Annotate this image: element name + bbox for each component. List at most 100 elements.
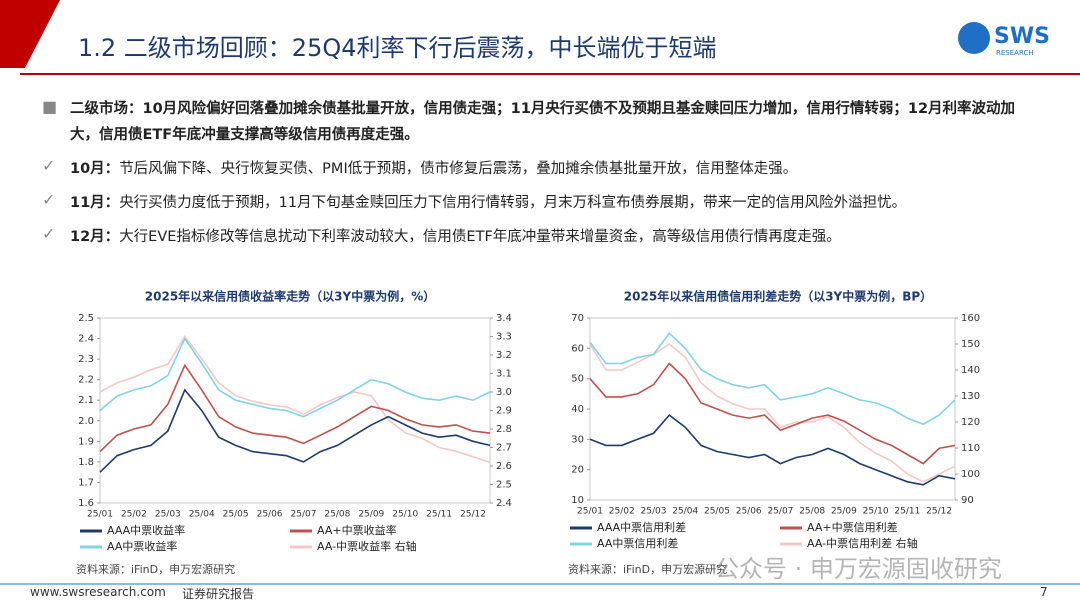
x-tick-label: 25/12 — [926, 507, 952, 517]
y-tick-label: 2.2 — [78, 375, 94, 386]
y-tick-label: 3.2 — [496, 350, 512, 361]
point: 11月：央行买债力度低于预期，11月下旬基金赎回压力下信用行情转弱，月末万科宣布… — [70, 190, 1050, 216]
x-tick-label: 25/04 — [189, 510, 215, 520]
y-tick-label: 150 — [961, 339, 980, 350]
y-tick-label: 90 — [961, 495, 974, 506]
y-tick-label: 140 — [961, 365, 980, 376]
x-tick-label: 25/08 — [799, 507, 825, 517]
x-tick-label: 25/02 — [121, 510, 147, 520]
y-tick-label: 2.0 — [78, 416, 94, 427]
source: 资料来源：iFinD，申万宏源研究 — [568, 563, 728, 576]
y-tick-label: 10 — [571, 495, 584, 506]
x-tick-label: 25/07 — [767, 507, 793, 517]
slide-title: 1.2 二级市场回顾：25Q4利率下行后震荡，中长端优于短端 — [78, 34, 717, 62]
x-tick-label: 25/09 — [831, 507, 857, 517]
x-tick-label: 25/11 — [426, 510, 452, 520]
y-tick-label: 40 — [571, 404, 584, 415]
y-tick-label: 1.8 — [78, 457, 94, 468]
series-line — [589, 343, 956, 483]
y-tick-label: 2.9 — [496, 406, 512, 417]
y-tick-label: 2.5 — [78, 313, 94, 324]
point: 10月：节后风偏下降、央行恢复买债、PMI低于预期，债市修复后震荡，叠加摊余债基… — [70, 156, 1050, 182]
point-text: 节后风偏下降、央行恢复买债、PMI低于预期，债市修复后震荡，叠加摊余债基批量开放… — [119, 161, 798, 177]
footer-label: 证券研究报告 — [182, 587, 255, 601]
check-icon: ✓ — [42, 224, 56, 243]
series-line — [589, 362, 956, 465]
plot-frame — [589, 317, 956, 501]
x-tick-label: 25/10 — [392, 510, 418, 520]
y-tick-label: 2.5 — [496, 480, 512, 491]
x-tick-label: 25/06 — [257, 510, 283, 520]
check-icon: ✓ — [42, 190, 56, 209]
y-tick-label: 2.7 — [496, 443, 512, 454]
y-tick-label: 3.4 — [496, 313, 512, 324]
y-tick-label: 160 — [961, 313, 980, 324]
y-tick-label: 3.3 — [496, 332, 512, 343]
legend-label: AA+中票收益率 — [317, 523, 397, 537]
y-tick-label: 2.3 — [78, 354, 94, 365]
series-line — [589, 331, 956, 426]
y-tick-label: 2.4 — [496, 498, 512, 509]
y-tick-label: 2.8 — [496, 424, 512, 435]
logo: SWS — [994, 24, 1050, 49]
point-text: 央行买债力度低于预期，11月下旬基金赎回压力下信用行情转弱，月末万科宣布债券展期… — [119, 195, 907, 211]
page-number: 7 — [1040, 585, 1048, 599]
source: 资料来源：iFinD，申万宏源研究 — [76, 563, 236, 576]
y-tick-label: 120 — [961, 417, 980, 428]
legend-label: AA中票信用利差 — [597, 536, 678, 550]
x-tick-label: 25/05 — [223, 510, 249, 520]
y-tick-label: 3.0 — [496, 387, 512, 398]
x-tick-label: 25/05 — [704, 507, 730, 517]
x-tick-label: 25/01 — [577, 507, 603, 517]
legend-label: AAA中票收益率 — [107, 523, 185, 537]
y-tick-label: 1.9 — [78, 436, 94, 447]
bullet-icon: ■ — [42, 97, 58, 116]
legend-label: AAA中票信用利差 — [597, 520, 686, 534]
x-tick-label: 25/08 — [324, 510, 350, 520]
y-tick-label: 1.7 — [78, 477, 94, 488]
legend-label: AA-中票信用利差 右轴 — [807, 536, 918, 550]
x-tick-label: 25/01 — [87, 510, 113, 520]
series-line — [99, 388, 491, 473]
series-line — [99, 336, 491, 418]
point: 12月：大行EVE指标修改等信息扰动下利率波动较大，信用债ETF年底冲量带来增量… — [70, 224, 1050, 250]
point-label: 10月： — [70, 161, 120, 177]
summary: 二级市场：10月风险偏好回落叠加摊余债基批量开放，信用债走强；11月央行买债不及… — [70, 101, 1016, 143]
y-tick-label: 100 — [961, 469, 980, 480]
footer-url: www.swsresearch.com — [30, 585, 166, 599]
x-tick-label: 25/02 — [609, 507, 635, 517]
y-tick-label: 2.1 — [78, 395, 94, 406]
chart-title: 2025年以来信用债收益率走势（以3Y中票为例，%） — [145, 289, 435, 304]
y-tick-label: 70 — [571, 313, 584, 324]
y-tick-label: 60 — [571, 343, 584, 354]
x-tick-label: 25/12 — [460, 510, 486, 520]
x-tick-label: 25/04 — [672, 507, 698, 517]
logo-sub: RESEARCH — [996, 49, 1034, 57]
x-tick-label: 25/07 — [291, 510, 317, 520]
y-tick-label: 130 — [961, 391, 980, 402]
chart-title: 2025年以来信用债信用利差走势（以3Y中票为例，BP） — [624, 289, 932, 304]
header-accent — [0, 0, 60, 68]
watermark: 公众号 · 申万宏源固收研究 — [715, 555, 1002, 583]
y-tick-label: 110 — [961, 443, 980, 454]
y-tick-label: 3.1 — [496, 369, 512, 380]
x-tick-label: 25/10 — [863, 507, 889, 517]
y-tick-label: 2.4 — [78, 334, 94, 345]
logo-mark — [958, 22, 990, 54]
y-tick-label: 2.6 — [496, 461, 512, 472]
x-tick-label: 25/03 — [641, 507, 667, 517]
legend-label: AA-中票收益率 右轴 — [317, 539, 417, 553]
y-tick-label: 1.6 — [78, 498, 94, 509]
y-tick-label: 50 — [571, 374, 584, 385]
x-tick-label: 25/03 — [155, 510, 181, 520]
x-tick-label: 25/09 — [358, 510, 384, 520]
legend-label: AA+中票信用利差 — [807, 520, 898, 534]
series-line — [589, 414, 956, 486]
point-text: 大行EVE指标修改等信息扰动下利率波动较大，信用债ETF年底冲量带来增量资金，高… — [119, 229, 841, 245]
x-tick-label: 25/06 — [736, 507, 762, 517]
x-tick-label: 25/11 — [894, 507, 920, 517]
y-tick-label: 20 — [571, 465, 584, 476]
legend-label: AA中票收益率 — [107, 539, 177, 553]
